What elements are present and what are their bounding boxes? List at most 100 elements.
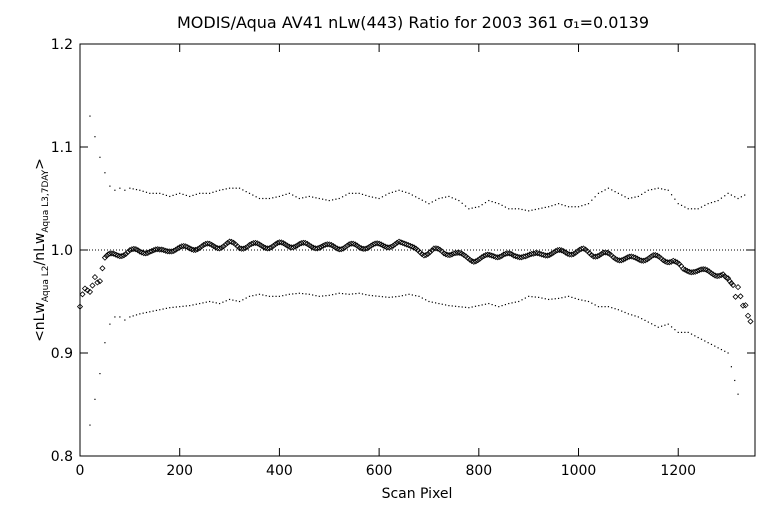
upper-point [378,197,380,200]
mean-point [338,246,345,253]
mean-point [342,244,349,251]
mean-point [534,250,541,257]
mean-point [399,239,406,247]
lower-point [408,293,410,295]
upper-point [577,206,580,208]
upper-point [727,192,729,194]
mean-point [596,252,603,259]
mean-point [310,244,317,251]
upper-point [212,191,214,193]
lower-point [498,306,500,308]
mean-point [407,242,414,249]
lower-point [518,300,520,303]
mean-point [504,250,511,257]
upper-point [209,192,211,194]
upper-point [584,204,586,206]
mean-point [266,245,273,252]
mean-point [723,274,730,281]
lower-point [218,302,221,305]
upper-point [104,172,106,174]
mean-point [390,242,397,249]
lower-point [484,303,487,305]
mean-point [644,256,651,263]
upper-point [438,197,440,200]
mean-point [101,254,108,261]
lower-point [657,326,659,328]
upper-point [418,197,420,200]
lower-point [670,326,673,328]
lower-point [209,300,211,303]
upper-point [571,206,573,208]
upper-point [494,202,497,204]
upper-point [192,194,194,197]
mean-point [564,250,571,257]
lower-point [700,338,703,340]
mean-point [196,244,203,251]
upper-point [448,195,450,198]
lower-point [710,343,713,346]
upper-point [528,210,530,212]
upper-point [548,206,550,208]
upper-point [501,204,503,206]
mean-point [626,253,633,260]
mean-point [216,245,223,252]
mean-point [240,245,247,252]
upper-point [647,189,649,191]
lower-point [262,294,264,296]
mean-point [405,242,412,249]
series-mean [76,238,754,325]
upper-point [690,208,693,210]
upper-point [664,188,666,191]
mean-point [718,272,725,279]
lower-point [425,299,427,301]
lower-point [448,305,450,307]
mean-point [324,241,331,248]
upper-point [431,201,433,203]
lower-point [441,303,443,305]
upper-point [365,194,367,197]
mean-point [572,249,579,256]
y-tick-label: 1.0 [51,243,73,259]
upper-point [531,209,533,211]
upper-point [551,205,553,207]
lower-point [388,296,390,298]
upper-point [305,196,307,198]
mean-point [548,250,555,257]
upper-point [737,197,739,200]
lower-point [258,293,261,295]
mean-point [148,247,155,255]
lower-point [571,296,573,298]
upper-point [292,194,294,196]
mean-point [556,246,563,254]
mean-point [729,282,737,289]
upper-point [99,156,101,158]
lower-point [674,329,676,331]
mean-point [642,257,649,264]
mean-point [194,246,201,253]
upper-point [325,199,327,201]
lower-point [345,293,347,295]
mean-point [250,240,257,247]
upper-point [425,201,427,203]
upper-point [235,187,237,189]
upper-point [388,192,390,194]
upper-point [428,203,430,205]
lower-point [245,297,247,299]
upper-point [302,197,304,199]
mean-point [498,252,505,259]
mean-point [524,252,531,259]
lower-point [690,333,693,335]
mean-point [578,245,585,252]
upper-point [258,197,261,200]
upper-point [641,193,643,195]
lower-point [215,302,217,304]
upper-point [651,188,653,191]
lower-point [185,305,187,307]
mean-point [156,246,163,253]
lower-point [341,293,344,295]
lower-point [435,302,437,304]
mean-point [430,245,438,252]
upper-point [411,194,413,196]
lower-point [541,297,543,299]
lower-point [534,296,536,298]
